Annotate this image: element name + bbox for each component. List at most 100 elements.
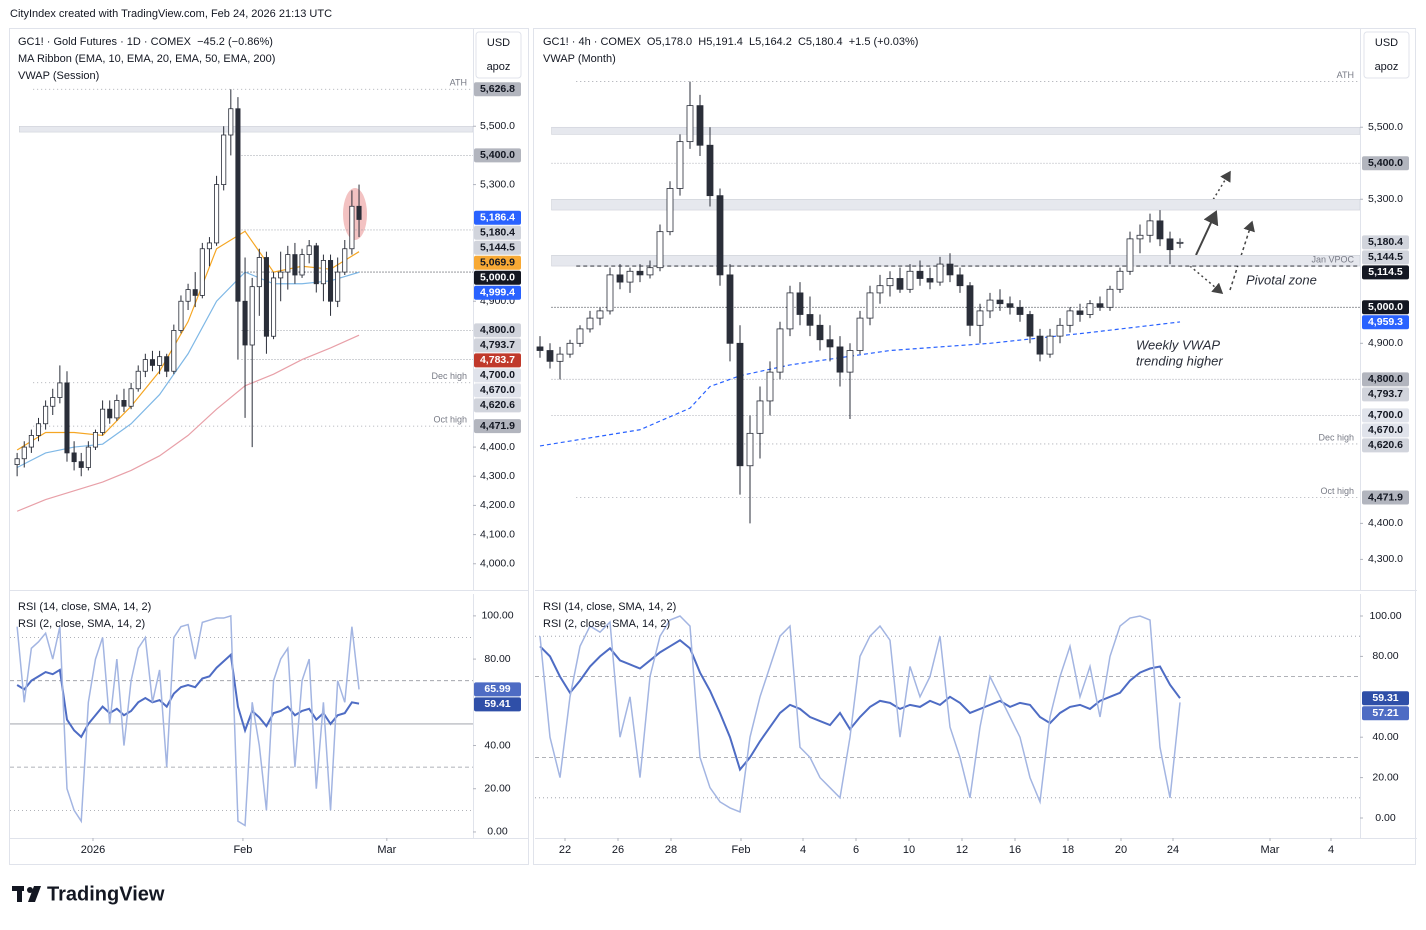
price-tag-label: 4,959.3: [1368, 316, 1403, 328]
legend-entry: RSI (2, close, SMA, 14, 2): [543, 618, 670, 630]
candle-body: [1026, 314, 1034, 337]
price-tag: [474, 255, 521, 270]
candle-body: [263, 257, 269, 337]
price-tag-label: 5,114.5: [1368, 266, 1403, 278]
candle-body: [92, 432, 99, 448]
y-tick-label: 40.00: [484, 739, 510, 751]
candle-body: [576, 328, 584, 344]
candle-body: [706, 144, 714, 197]
price-tag: [1362, 706, 1409, 721]
price-tag: [1362, 423, 1409, 438]
candle-body: [171, 330, 177, 372]
price-tag-label: 4,793.7: [480, 339, 515, 351]
candle-body: [14, 458, 20, 465]
candle-body: [164, 356, 170, 372]
price-tag: [1362, 300, 1409, 315]
legend-line: VWAP (Session): [18, 70, 99, 82]
zone: [551, 126, 1360, 135]
rsi-line: [539, 615, 1181, 813]
price-tag-label: 5,400.0: [480, 149, 515, 161]
price-tag: [1362, 156, 1409, 171]
y-tick-label: 4,100.0: [480, 528, 515, 540]
y-tick-label: 5,300.0: [480, 178, 515, 190]
candle-body: [1046, 335, 1054, 355]
price-tag: [474, 323, 521, 338]
candle-body: [1036, 335, 1044, 355]
candle-body: [107, 408, 113, 419]
rsi-line: [16, 614, 360, 827]
candle-body: [21, 446, 27, 460]
price-tag-label: 65.99: [484, 683, 510, 695]
footer-text: TradingView: [47, 883, 165, 905]
price-tag-label: 5,626.8: [480, 83, 515, 95]
candle-body: [121, 400, 127, 407]
x-tick-label: 12: [956, 844, 968, 856]
candle-body: [636, 270, 644, 276]
candle-body: [816, 324, 824, 341]
price-tag-label: 4,793.7: [1368, 388, 1403, 400]
candle-body: [756, 400, 764, 434]
price-tag-label: 4,620.6: [1368, 439, 1403, 451]
legend-line: VWAP (Month): [543, 53, 616, 65]
price-tag-label: 4,800.0: [1368, 373, 1403, 385]
x-tick-label: 10: [903, 844, 915, 856]
price-tag: [474, 82, 521, 97]
zone: [551, 199, 1360, 211]
legend-line: GC1! · Gold Futures · 1D · COMEX −45.2 (…: [18, 36, 273, 48]
price-tag: [1362, 250, 1409, 265]
candle-body: [28, 435, 34, 448]
candle-body: [242, 300, 248, 346]
level-label: Oct high: [433, 414, 467, 424]
candle-body: [996, 299, 1004, 305]
price-tag-label: 57.21: [1372, 707, 1398, 719]
footer-logo: TradingView: [12, 883, 165, 905]
plot-area: [536, 81, 1360, 524]
currency: USD: [1375, 37, 1398, 49]
candle-body: [85, 446, 91, 468]
price-tag: [1362, 490, 1409, 505]
candle-body: [746, 432, 754, 467]
candle-body: [946, 263, 954, 276]
price-tag-label: 5,000.0: [1368, 301, 1403, 313]
price-tag-label: 5,400.0: [1368, 157, 1403, 169]
candle-body: [64, 382, 70, 454]
price-tag: [1362, 265, 1409, 280]
candle-body: [986, 299, 994, 312]
arrow-down-dotted: [1189, 265, 1224, 294]
level-label: ATH: [1337, 70, 1354, 80]
x-tick-label: 26: [612, 844, 624, 856]
price-tag: [474, 210, 521, 225]
plot-area: [10, 614, 473, 827]
y-tick-label: 20.00: [484, 783, 510, 795]
legend-entry: RSI (14, close, SMA, 14, 2): [543, 601, 676, 613]
candle-body: [586, 317, 594, 330]
price-tag-label: 5,180.4: [1368, 236, 1403, 248]
y-tick-label: 100.00: [481, 610, 513, 622]
price-tag-label: 5,186.4: [480, 211, 515, 223]
price-tag: [1362, 315, 1409, 330]
annotation: trending higher: [1136, 353, 1223, 368]
zone: [551, 255, 1360, 267]
candle-body: [235, 108, 241, 302]
candle-body: [1016, 306, 1024, 315]
price-tag-label: 5,069.9: [480, 256, 515, 268]
price-tag: [474, 285, 521, 300]
price-tag: [1362, 691, 1409, 706]
candle-body: [966, 285, 974, 326]
price-tag: [1362, 235, 1409, 250]
y-tick-label: 4,300.0: [480, 470, 515, 482]
candle-body: [149, 359, 155, 366]
candle-body: [114, 400, 120, 419]
candle-body: [676, 141, 684, 189]
candle-body: [926, 278, 934, 283]
price-tag: [474, 682, 521, 697]
candle-body: [142, 359, 148, 372]
candle-body: [221, 134, 227, 185]
y-tick-label: 5,300.0: [1368, 193, 1403, 205]
candle-body: [271, 277, 277, 337]
x-tick-label: Mar: [377, 844, 396, 856]
price-tag-label: 4,700.0: [1368, 409, 1403, 421]
candle-body: [285, 254, 291, 273]
candle-body: [766, 371, 774, 402]
candle-body: [157, 356, 163, 366]
